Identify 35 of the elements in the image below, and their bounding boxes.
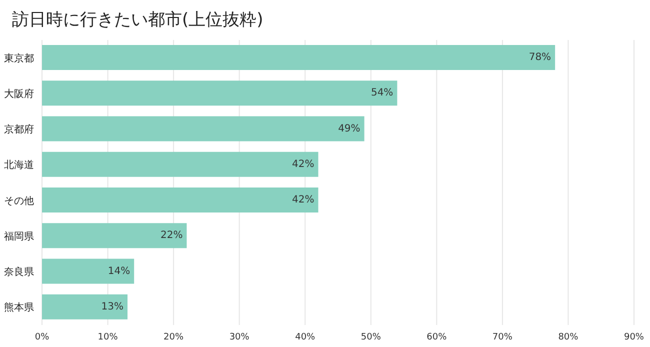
x-tick-label: 20% — [164, 332, 184, 342]
data-label: 22% — [160, 230, 183, 242]
x-tick-label: 90% — [624, 332, 644, 342]
y-tick-label: 熊本県 — [4, 302, 34, 314]
chart-title: 訪日時に行きたい都市(上位抜粋) — [12, 9, 264, 31]
data-label: 42% — [292, 194, 314, 206]
x-tick-label: 70% — [492, 332, 513, 342]
x-tick-label: 50% — [360, 332, 382, 342]
bar — [42, 223, 187, 248]
bar — [42, 80, 398, 106]
data-label: 78% — [528, 52, 552, 63]
data-label: 13% — [101, 301, 124, 312]
bar — [42, 188, 318, 212]
y-tick-label: 奈良県 — [4, 266, 34, 278]
y-tick-label: 北海道 — [4, 159, 34, 172]
x-tick-label: 30% — [229, 332, 250, 342]
bar — [42, 152, 318, 177]
y-tick-label: 大阪府 — [4, 88, 34, 100]
data-label: 49% — [338, 123, 360, 134]
x-tick-label: 60% — [426, 332, 448, 342]
y-tick-label: 福岡県 — [4, 230, 34, 242]
bar — [42, 258, 134, 284]
bar — [42, 116, 364, 142]
y-tick-label: 東京都 — [4, 52, 34, 64]
bar — [42, 294, 128, 320]
data-label: 42% — [292, 158, 314, 170]
x-tick-label: 10% — [98, 332, 118, 342]
data-label: 14% — [108, 266, 130, 277]
data-label: 54% — [370, 88, 394, 99]
bar — [42, 45, 556, 70]
y-tick-label: 京都府 — [4, 124, 34, 136]
x-tick-label: 0% — [34, 332, 50, 342]
y-tick-label: その他 — [4, 194, 34, 207]
x-tick-label: 80% — [558, 332, 579, 342]
x-tick-label: 40% — [295, 332, 316, 342]
